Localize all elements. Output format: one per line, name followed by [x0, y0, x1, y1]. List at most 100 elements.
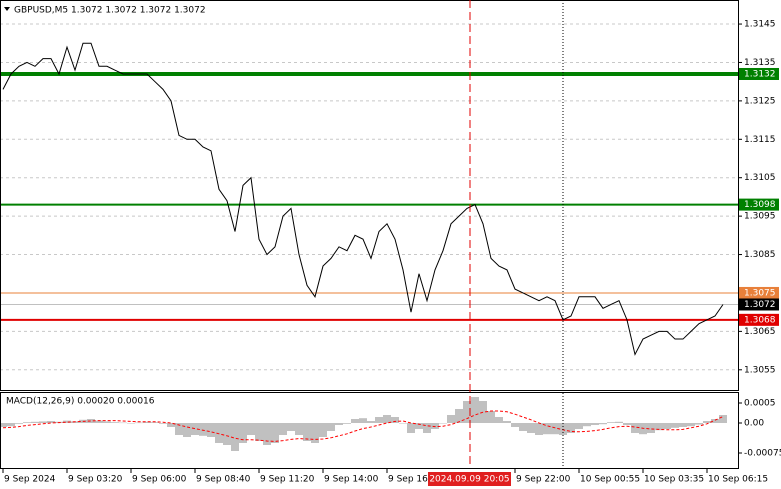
x-tick-label: 9 Sep 14:00 — [324, 475, 379, 485]
x-tick-label: 9 Sep 06:00 — [132, 475, 187, 485]
last-price-box — [739, 298, 779, 311]
macd-bar — [199, 423, 207, 436]
macd-bar — [695, 423, 703, 425]
level-label-box — [739, 286, 779, 299]
level-label: 1.3075 — [744, 288, 776, 298]
macd-bar — [375, 417, 383, 423]
macd-bar — [647, 423, 655, 433]
y-tick-label: 1.3085 — [744, 250, 776, 260]
macd-bar — [391, 417, 399, 423]
macd-bar — [31, 421, 39, 423]
level-label: 1.3132 — [744, 69, 776, 79]
macd-bar — [287, 423, 295, 431]
macd-bar — [343, 423, 351, 424]
x-tick-label: 9 Sep 22:00 — [516, 475, 571, 485]
macd-panel-frame — [0, 392, 739, 469]
macd-bar — [231, 423, 239, 451]
macd-bar — [87, 419, 95, 423]
macd-bar — [495, 417, 503, 423]
macd-bar — [207, 423, 215, 437]
macd-bar — [535, 423, 543, 435]
cursor-label-box — [428, 472, 511, 486]
macd-bar — [7, 423, 15, 427]
x-tick-label: 10 Sep 03:35 — [644, 475, 704, 485]
signal-line — [2, 410, 724, 442]
level-label-box — [739, 313, 779, 326]
x-tick-label: 9 Sep 2024 — [4, 475, 56, 485]
y-tick-label: 1.3115 — [744, 135, 776, 145]
macd-bar — [271, 423, 279, 443]
y-tick-label: 0.00 — [744, 419, 764, 429]
x-tick-label: 10 Sep 00:55 — [580, 475, 640, 485]
macd-bar — [367, 421, 375, 423]
macd-bar — [319, 423, 327, 437]
macd-bar — [311, 423, 319, 443]
macd-bar — [615, 421, 623, 423]
macd-bar — [423, 423, 431, 433]
macd-bar — [623, 423, 631, 425]
macd-bar — [439, 423, 447, 424]
macd-bar — [527, 423, 535, 433]
macd-bar — [543, 423, 551, 435]
macd-bar — [47, 421, 55, 423]
y-tick-label: 0.0005 — [744, 399, 776, 409]
macd-bar — [351, 419, 359, 423]
level-label: 1.3068 — [744, 315, 776, 325]
macd-bar — [463, 401, 471, 423]
macd-bar — [39, 421, 47, 423]
macd-bar — [591, 423, 599, 425]
macd-bar — [263, 423, 271, 445]
macd-bar — [103, 421, 111, 423]
macd-bar — [703, 421, 711, 423]
macd-bar — [143, 421, 151, 423]
macd-bar — [599, 423, 607, 425]
macd-bar — [631, 423, 639, 433]
chart-title: GBPUSD,M5 1.3072 1.3072 1.3072 1.3072 — [14, 6, 206, 16]
y-tick-label: 1.3055 — [744, 365, 776, 375]
level-label-box — [739, 198, 779, 211]
macd-bar — [239, 423, 247, 443]
macd-bar — [487, 411, 495, 423]
macd-bar — [127, 423, 135, 424]
macd-bar — [655, 423, 663, 431]
y-tick-label: 1.3145 — [744, 20, 776, 30]
macd-bar — [295, 423, 303, 435]
macd-bar — [711, 419, 719, 423]
macd-bar — [551, 423, 559, 435]
x-tick-label: 9 Sep 11:20 — [260, 475, 315, 485]
x-tick-label: 9 Sep 16:40 — [388, 475, 443, 485]
macd-bar — [335, 423, 343, 425]
macd-bar — [503, 421, 511, 423]
macd-bar — [719, 415, 727, 423]
macd-bar — [191, 423, 199, 435]
macd-bar — [671, 423, 679, 428]
x-tick-label: 9 Sep 08:40 — [196, 475, 251, 485]
y-tick-label: 1.3065 — [744, 327, 776, 337]
macd-bar — [151, 422, 159, 423]
macd-bar — [399, 423, 407, 424]
level-label-box — [739, 67, 779, 80]
macd-bar — [575, 423, 583, 429]
macd-bar — [511, 423, 519, 427]
macd-bar — [447, 415, 455, 423]
indicator-title: MACD(12,26,9) 0.00020 0.00016 — [6, 397, 155, 407]
macd-bar — [247, 423, 255, 435]
macd-bar — [159, 423, 167, 424]
macd-bar — [407, 423, 415, 433]
macd-bar — [607, 422, 615, 423]
cursor-label: 2024.09.09 20:05 — [429, 475, 509, 485]
macd-bar — [471, 397, 479, 423]
macd-bar — [175, 423, 183, 435]
macd-bar — [183, 423, 191, 437]
macd-bar — [519, 423, 527, 431]
y-tick-label: 1.3095 — [744, 212, 776, 222]
macd-bar — [327, 423, 335, 431]
macd-bar — [679, 423, 687, 427]
macd-bar — [583, 423, 591, 427]
y-tick-label: -0.00075 — [744, 449, 781, 459]
macd-bar — [383, 415, 391, 423]
last-price-label: 1.3072 — [744, 300, 776, 310]
macd-bar — [255, 423, 263, 441]
